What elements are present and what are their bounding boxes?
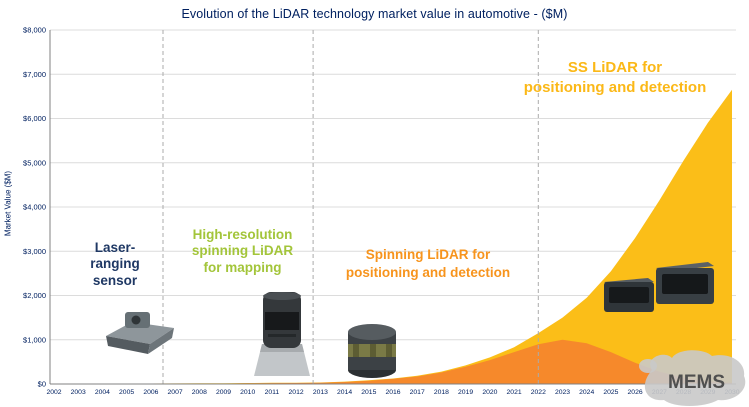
x-tick-label: 2015	[361, 389, 376, 396]
puck-band-segment	[353, 344, 359, 357]
x-tick-label: 2011	[265, 389, 280, 396]
area-spinning-lidar	[54, 339, 732, 384]
x-tick-label: 2012	[289, 389, 304, 396]
chart-title: Evolution of the LiDAR technology market…	[181, 7, 568, 21]
mems-watermark: MEMS	[639, 350, 746, 406]
watermark-blob	[644, 350, 746, 406]
spinning-lidar-hdl64-image	[254, 292, 310, 376]
y-tick-label: $0	[38, 380, 46, 389]
x-tick-label: 2002	[46, 389, 61, 396]
x-tick-label: 2007	[168, 389, 183, 396]
sensor-lens	[131, 315, 141, 325]
x-tick-label: 2022	[531, 389, 546, 396]
sensor-top-face	[106, 322, 174, 344]
lidar-slot	[268, 334, 296, 337]
y-tick-label: $1,000	[23, 335, 46, 344]
y-tick-label: $6,000	[23, 114, 46, 123]
ss-left-window	[609, 287, 649, 303]
y-tick-label: $7,000	[23, 70, 46, 79]
x-tick-label: 2024	[579, 389, 594, 396]
x-tick-label: 2020	[482, 389, 497, 396]
x-tick-label: 2026	[628, 389, 643, 396]
puck-band-segment	[370, 344, 376, 357]
y-tick-label: $3,000	[23, 247, 46, 256]
y-tick-label: $5,000	[23, 158, 46, 167]
laser-ranging-sensor-image	[106, 312, 174, 354]
x-tick-label: 2004	[95, 389, 110, 396]
area-ss-lidar	[54, 89, 732, 384]
watermark-text: MEMS	[668, 372, 725, 393]
y-tick-label: $8,000	[23, 26, 46, 35]
x-tick-label: 2010	[240, 389, 255, 396]
lidar-window	[265, 312, 299, 330]
x-tick-label: 2021	[507, 389, 522, 396]
annotation-spinning-lidar-positioning: Spinning LiDAR for positioning and detec…	[345, 247, 511, 280]
x-tick-label: 2009	[216, 389, 231, 396]
x-tick-label: 2014	[337, 389, 352, 396]
annotation-ss-lidar-positioning: SS LiDAR for positioning and detection	[523, 59, 707, 96]
x-tick-label: 2006	[143, 389, 158, 396]
x-tick-label: 2023	[555, 389, 570, 396]
x-tick-label: 2008	[192, 389, 207, 396]
sensor-side-face	[148, 328, 174, 354]
x-tick-label: 2013	[313, 389, 328, 396]
x-tick-label: 2018	[434, 389, 449, 396]
puck-band-segment	[386, 344, 392, 357]
ss-lidar-modules-image	[604, 262, 714, 312]
x-tick-label: 2003	[71, 389, 86, 396]
watermark-thumb	[639, 359, 657, 373]
x-tick-label: 2016	[385, 389, 400, 396]
y-tick-label: $4,000	[23, 203, 46, 212]
x-tick-label: 2005	[119, 389, 134, 396]
sensor-front-face	[106, 336, 150, 354]
annotation-high-resolution-spinning-lidar: High-resolution spinning LiDAR for mappi…	[191, 227, 294, 275]
x-tick-label: 2019	[458, 389, 473, 396]
spinning-lidar-puck-image	[348, 324, 396, 378]
x-tick-label: 2025	[603, 389, 618, 396]
annotation-laser-ranging-sensor: Laser- ranging sensor	[90, 240, 140, 288]
x-tick-label: 2017	[410, 389, 425, 396]
ss-right-window	[662, 274, 708, 294]
y-tick-label: $2,000	[23, 291, 46, 300]
lidar-head-top	[263, 292, 301, 300]
puck-top	[348, 324, 396, 340]
